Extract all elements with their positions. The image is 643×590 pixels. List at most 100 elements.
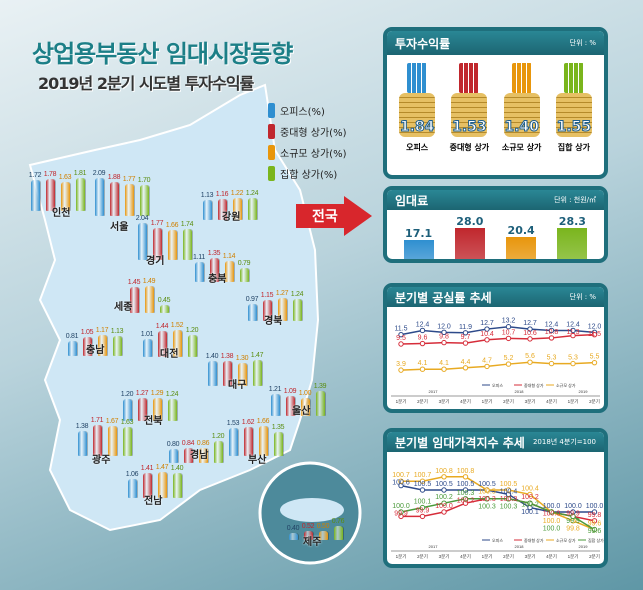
data-point xyxy=(570,513,576,520)
bar-value-label: 1.47 xyxy=(250,351,264,359)
data-label: 100.2 xyxy=(435,494,453,501)
data-label: 4.4 xyxy=(461,359,471,366)
data-point xyxy=(527,326,533,332)
bar xyxy=(262,300,272,321)
year-label: 2019 xyxy=(579,389,589,394)
rent-value: 20.4 xyxy=(507,223,535,237)
data-label: 100.5 xyxy=(435,481,453,488)
legend-item: 오피스(%) xyxy=(268,100,346,121)
building-icon xyxy=(563,63,584,93)
data-point xyxy=(398,367,404,373)
data-label: 100.1 xyxy=(414,499,432,506)
data-label: 100.0 xyxy=(564,503,582,510)
bar-value-label: 1.77 xyxy=(150,220,164,228)
bar-value-label: 1.30 xyxy=(235,354,249,362)
bar-value-label: 1.72 xyxy=(28,172,42,180)
region-bar-group: 0.81 1.05 1.17 1.13 xyxy=(65,308,124,356)
bar-value-label: 1.16 xyxy=(215,191,229,199)
data-point xyxy=(419,340,426,347)
region-bar-group: 1.11 1.35 1.14 0.79 xyxy=(192,234,251,282)
bar-value-label: 1.39 xyxy=(313,382,327,390)
bar-value-label: 1.06 xyxy=(125,470,139,478)
bar-value-label: 1.44 xyxy=(155,323,169,331)
bar-value-label: 1.21 xyxy=(268,386,282,394)
data-label: 5.5 xyxy=(590,354,600,361)
bar-value-label: 1.14 xyxy=(222,253,236,261)
data-label: 5.6 xyxy=(525,353,535,360)
region-bar-group: 1.21 1.09 1.00 1.39 xyxy=(268,368,327,416)
data-point xyxy=(527,500,533,506)
bar xyxy=(122,399,132,421)
data-label: 100.2 xyxy=(521,494,539,501)
x-tick-label: 2분기 xyxy=(503,553,514,560)
region-bar-group: 1.72 1.78 1.63 1.81 xyxy=(28,163,87,211)
rent-value: 28.3 xyxy=(558,214,586,228)
bar xyxy=(67,341,77,356)
coin-stack-icon: 1.53 xyxy=(451,93,488,137)
bar-value-label: 0.86 xyxy=(196,439,210,447)
bar-value-label: 1.49 xyxy=(142,278,156,286)
data-point xyxy=(505,361,512,367)
data-label: 100.0 xyxy=(543,526,561,533)
x-tick-label: 4분기 xyxy=(460,553,471,560)
bar-value-label: 1.24 xyxy=(245,189,259,197)
data-label: 100.5 xyxy=(478,489,496,496)
data-point xyxy=(505,324,512,330)
bar xyxy=(107,425,117,456)
data-point xyxy=(591,331,598,338)
bar-value-label: 1.78 xyxy=(43,170,57,178)
data-point xyxy=(462,340,469,346)
data-label: 9.5 xyxy=(396,335,406,342)
national-arrow: 전국 xyxy=(296,196,372,236)
data-point xyxy=(484,496,490,502)
data-point xyxy=(441,339,447,346)
bar-value-label: 0.79 xyxy=(237,259,251,267)
x-tick-label: 2분기 xyxy=(503,398,514,405)
data-label: 99.8 xyxy=(566,526,580,533)
data-point xyxy=(441,366,447,372)
bar xyxy=(77,431,87,456)
legend-item: 집합 상가(%) xyxy=(268,163,346,184)
region-name: 부산 xyxy=(248,455,267,466)
bar-value-label: 1.27 xyxy=(135,390,149,398)
bar-value-label: 1.63 xyxy=(120,418,134,426)
data-point xyxy=(419,504,426,511)
bar xyxy=(292,298,302,321)
bar-value-label: 1.35 xyxy=(207,249,221,257)
data-label: 5.2 xyxy=(504,355,514,362)
data-label: 100.0 xyxy=(543,511,561,518)
data-point xyxy=(419,327,426,334)
data-label: 99.6 xyxy=(588,528,602,535)
bar xyxy=(270,394,280,416)
rent-value: 17.1 xyxy=(405,227,433,241)
building-icon xyxy=(407,63,428,93)
data-point xyxy=(398,331,404,338)
legend-label: 중대형 상가 xyxy=(524,382,544,388)
bar xyxy=(333,526,343,540)
data-point xyxy=(419,478,426,484)
bar xyxy=(92,425,102,456)
bar xyxy=(258,426,268,456)
data-point xyxy=(441,509,447,515)
data-label: 12.0 xyxy=(588,323,602,330)
page-title: 상업용부동산 임대시장동향 xyxy=(32,40,293,68)
series-line xyxy=(400,361,595,371)
rent-index-panel: 분기별 임대가격지수 추세 2018년 4분기=100 오피스 중대형 상가 소규모 … xyxy=(383,428,608,568)
bar xyxy=(237,362,247,386)
bar-value-label: 1.41 xyxy=(140,464,154,472)
bar xyxy=(224,261,234,282)
region-bar-group: 0.40 0.52 0.50 0.76 xyxy=(286,492,345,540)
x-tick-label: 1분기 xyxy=(396,398,407,405)
data-label: 5.3 xyxy=(568,355,578,362)
bar-value-label: 0.84 xyxy=(181,439,195,447)
data-point xyxy=(419,513,426,520)
vacancy-line-chart: 오피스 중대형 상가 소규모 상가 11.5 9.5 3.9 12.4 9.6 4.1 12.0 9… xyxy=(391,318,602,405)
data-label: 100.8 xyxy=(435,468,453,475)
region-bar-group: 1.53 1.62 1.66 1.35 xyxy=(226,408,285,456)
data-label: 100.0 xyxy=(392,503,410,510)
data-point xyxy=(505,487,512,493)
bar-value-label: 1.00 xyxy=(298,390,312,397)
data-label: 4.1 xyxy=(418,360,428,367)
year-label: 2018 xyxy=(515,389,525,394)
legend-item: 중대형 상가(%) xyxy=(268,121,346,142)
